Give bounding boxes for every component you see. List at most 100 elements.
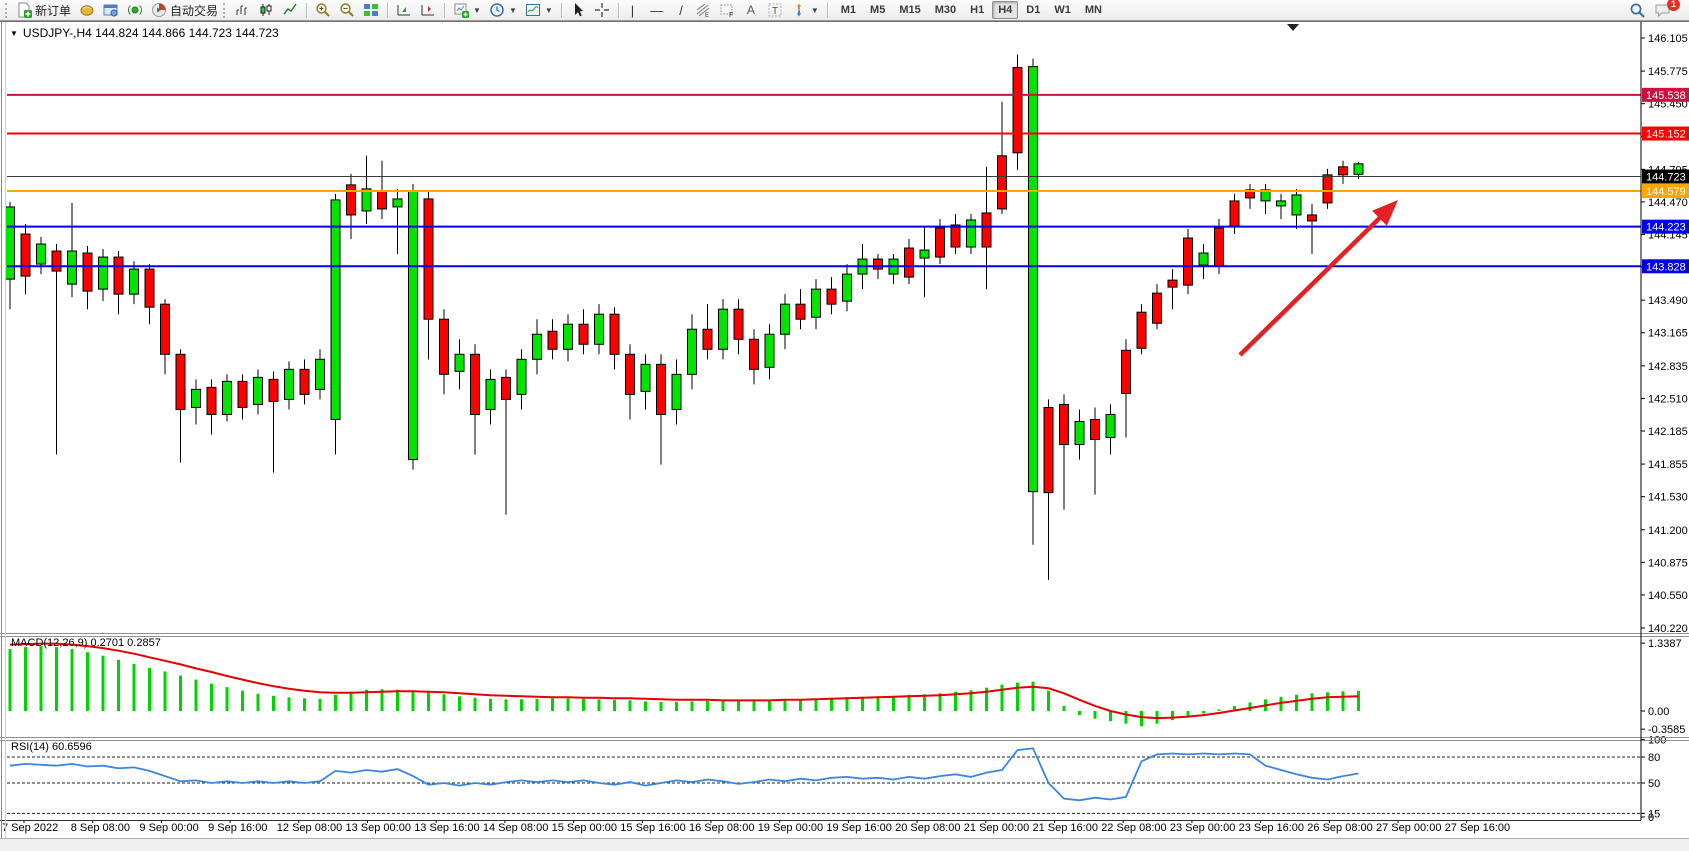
candle[interactable] bbox=[377, 190, 387, 210]
candle[interactable] bbox=[811, 288, 821, 318]
terminal-window-button[interactable] bbox=[99, 1, 123, 20]
candle[interactable] bbox=[532, 333, 542, 360]
candle[interactable] bbox=[5, 206, 15, 280]
candle[interactable] bbox=[1074, 420, 1085, 446]
candle[interactable] bbox=[439, 318, 449, 375]
candle[interactable] bbox=[1167, 279, 1178, 288]
candle[interactable] bbox=[609, 313, 620, 355]
candle[interactable] bbox=[408, 190, 418, 461]
search-button[interactable] bbox=[1625, 1, 1650, 20]
text-label-tool[interactable]: T bbox=[763, 1, 787, 20]
candle[interactable] bbox=[687, 328, 697, 375]
candle[interactable] bbox=[501, 376, 511, 400]
candle[interactable] bbox=[578, 323, 589, 345]
period-button[interactable]: ▼ bbox=[485, 1, 521, 20]
timeframe-h4[interactable]: H4 bbox=[992, 1, 1019, 19]
candle[interactable] bbox=[935, 227, 945, 258]
candle[interactable] bbox=[1136, 311, 1147, 349]
timeframe-mn[interactable]: MN bbox=[1084, 4, 1102, 16]
tile-windows-button[interactable] bbox=[359, 1, 383, 20]
candle[interactable] bbox=[315, 358, 325, 390]
zoom-out-button[interactable] bbox=[335, 1, 359, 20]
candle[interactable] bbox=[904, 247, 914, 278]
fibonacci-tool[interactable]: E bbox=[691, 1, 715, 20]
candle[interactable] bbox=[1105, 413, 1116, 439]
zoom-in-button[interactable] bbox=[311, 1, 335, 20]
candle[interactable] bbox=[237, 380, 248, 408]
candle[interactable] bbox=[950, 224, 961, 248]
indicators-button[interactable]: ▼ bbox=[521, 1, 557, 20]
candle[interactable] bbox=[656, 363, 666, 415]
candle[interactable] bbox=[1291, 194, 1302, 216]
candle[interactable] bbox=[423, 198, 434, 320]
candle[interactable] bbox=[1198, 252, 1209, 266]
trendline-tool[interactable]: / bbox=[671, 1, 691, 20]
candle[interactable] bbox=[563, 323, 573, 350]
candle[interactable] bbox=[625, 353, 635, 395]
cursor-tool-button[interactable] bbox=[566, 1, 590, 20]
arrows-tool[interactable]: ▼ bbox=[787, 1, 823, 20]
crosshair-tool-button[interactable] bbox=[590, 1, 614, 20]
chart-shift-marker[interactable] bbox=[1287, 24, 1299, 31]
candle[interactable] bbox=[253, 376, 263, 405]
candle[interactable] bbox=[470, 353, 480, 415]
candle[interactable] bbox=[671, 373, 682, 410]
candle[interactable] bbox=[702, 328, 713, 350]
timeframe-m5[interactable]: M5 bbox=[870, 4, 886, 16]
candle[interactable] bbox=[454, 353, 465, 372]
text-tool[interactable]: A bbox=[739, 1, 763, 20]
candle[interactable] bbox=[67, 250, 77, 285]
candle[interactable] bbox=[1152, 292, 1162, 324]
candle[interactable] bbox=[795, 303, 806, 320]
candle[interactable] bbox=[1121, 349, 1131, 394]
horizontal-line-tool[interactable]: — bbox=[642, 1, 671, 20]
candle[interactable] bbox=[997, 155, 1007, 210]
candle[interactable] bbox=[1059, 403, 1069, 446]
candle[interactable] bbox=[206, 386, 217, 415]
candle[interactable] bbox=[1245, 189, 1255, 199]
candlestick-type-button[interactable] bbox=[254, 1, 278, 20]
auto-scroll-button[interactable] bbox=[392, 1, 416, 20]
candle[interactable] bbox=[594, 313, 604, 345]
candle[interactable] bbox=[919, 249, 930, 259]
candle[interactable] bbox=[1090, 418, 1100, 441]
candle[interactable] bbox=[516, 358, 527, 395]
candle[interactable] bbox=[392, 198, 403, 208]
candle[interactable] bbox=[1214, 227, 1224, 267]
candle[interactable] bbox=[1338, 166, 1348, 176]
candle[interactable] bbox=[346, 184, 356, 216]
candle[interactable] bbox=[966, 219, 976, 248]
candle[interactable] bbox=[640, 363, 651, 392]
timeframe-m15[interactable]: M15 bbox=[899, 4, 921, 16]
candle[interactable] bbox=[144, 268, 155, 308]
candle[interactable] bbox=[485, 378, 496, 410]
candle[interactable] bbox=[842, 273, 852, 302]
timeframe-w1[interactable]: W1 bbox=[1054, 4, 1071, 16]
bar-chart-type-button[interactable] bbox=[230, 1, 254, 20]
candle[interactable] bbox=[764, 333, 775, 368]
candle[interactable] bbox=[780, 303, 790, 335]
candle[interactable] bbox=[1307, 214, 1317, 222]
candle[interactable] bbox=[1353, 163, 1364, 175]
grid-tool[interactable]: F bbox=[715, 1, 739, 20]
candle[interactable] bbox=[361, 188, 372, 212]
candle[interactable] bbox=[113, 256, 124, 295]
candle[interactable] bbox=[175, 353, 186, 410]
candle[interactable] bbox=[1229, 200, 1240, 227]
candle[interactable] bbox=[718, 308, 728, 350]
chart-shift-button[interactable] bbox=[416, 1, 440, 20]
candle[interactable] bbox=[749, 338, 759, 370]
market-watch-button[interactable] bbox=[75, 1, 99, 20]
vertical-line-tool[interactable]: | bbox=[623, 1, 642, 20]
auto-trading-button[interactable]: 自动交易 bbox=[147, 1, 222, 20]
candle[interactable] bbox=[51, 250, 62, 272]
candle[interactable] bbox=[98, 256, 108, 290]
candle[interactable] bbox=[222, 380, 232, 415]
candle[interactable] bbox=[20, 233, 31, 277]
candle[interactable] bbox=[129, 268, 139, 295]
timeframe-h1[interactable]: H1 bbox=[970, 4, 985, 16]
candle[interactable] bbox=[299, 368, 310, 395]
candle[interactable] bbox=[873, 258, 883, 270]
candle[interactable] bbox=[826, 288, 837, 305]
